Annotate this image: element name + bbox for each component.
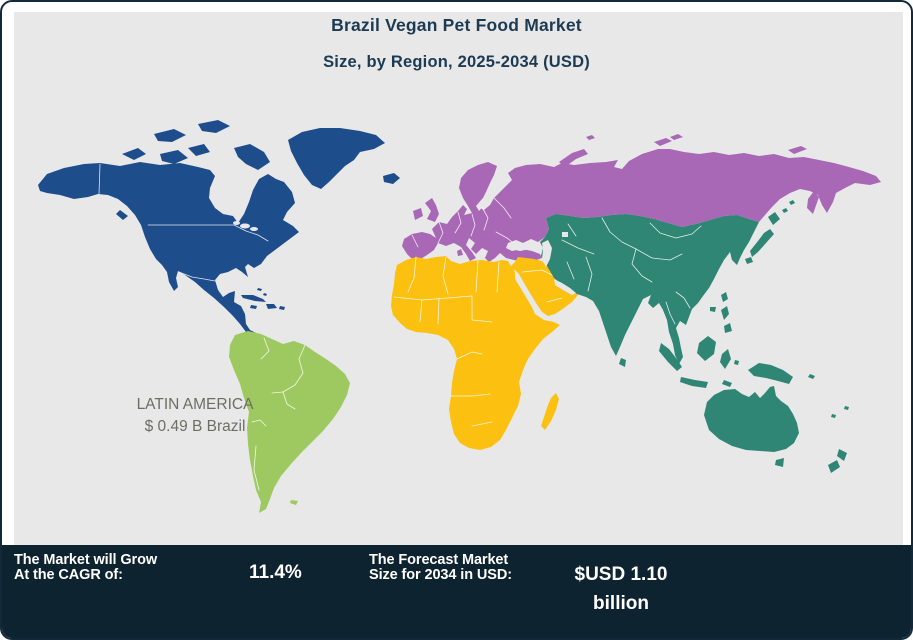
vancouver-island [116,210,128,220]
taiwan-hainan [710,292,728,312]
black-sea [508,241,538,251]
iceland [383,173,400,184]
region-middle-east-africa [391,256,578,450]
latin-america-annotation-value: $ 0.49 B Brazil [144,417,246,435]
africa-middle-east-mainland [391,256,578,450]
philippines [721,306,732,333]
header: Brazil Vegan Pet Food Market Size, by Re… [2,2,911,72]
forecast-value-line1: $USD 1.10 [574,564,668,585]
persian-gulf [554,279,576,295]
region-latin-america [229,331,350,513]
australia [704,386,799,452]
south-america-country-borders [251,337,306,491]
map-panel [14,12,903,549]
arctic-russia-islands [586,134,807,154]
greenland [288,128,385,189]
footer-stats-bar: The Market will Grow At the CAGR of: 11.… [2,545,911,638]
page-title: Brazil Vegan Pet Food Market [331,15,582,35]
region-asia-pacific [540,200,849,473]
sakhalin [807,191,819,214]
world-map [38,120,881,513]
forecast-label-line1: The Forecast Market [369,552,509,568]
forecast-value: $USD 1.10 billion [553,560,689,618]
forecast-value-line2: billion [593,593,649,614]
africa-country-borders [393,256,563,427]
sri-lanka [619,358,626,367]
arctic-islands [122,120,270,170]
new-guinea [748,363,793,384]
great-lakes [233,221,258,231]
europe-country-borders [411,197,517,248]
great-britain [425,198,439,222]
europe-russia-mainland [402,149,881,262]
forecast-label-line2: Size for 2034 in USD: [369,567,512,583]
latin-america-annotation-region: LATIN AMERICA [136,396,254,413]
red-sea [515,272,542,316]
cagr-label: The Market will Grow At the CAGR of: [14,553,157,583]
asia-country-borders [561,217,702,325]
falkland-islands [290,500,298,505]
south-america-mainland [229,331,350,513]
ireland [413,208,423,220]
japan-islands [745,200,795,264]
tasmania [775,458,784,467]
region-north-america [38,120,400,338]
north-america-mainland [38,162,299,338]
cagr-label-line2: At the CAGR of: [14,567,123,583]
page-subtitle: Size, by Region, 2025-2034 (USD) [323,53,590,71]
north-america-country-borders [98,163,269,282]
water-overlays [233,193,576,316]
pacific-islands [808,374,849,418]
asia-mainland [540,214,759,364]
caspian-sea [542,240,552,267]
caribbean-islands [241,288,285,310]
madagascar [541,393,559,430]
cagr-value: 11.4% [249,562,302,583]
region-europe-russia [402,134,881,267]
new-zealand [828,449,847,473]
novaya-zemlya [559,149,588,167]
forecast-label: The Forecast Market Size for 2034 in USD… [369,553,512,583]
latin-america-annotation: LATIN AMERICA $ 0.49 B Brazil [120,394,270,437]
aral-sea [562,232,568,237]
cagr-label-line1: The Market will Grow [14,552,158,568]
baltic-sea [476,193,491,211]
indonesia-islands [659,336,739,388]
